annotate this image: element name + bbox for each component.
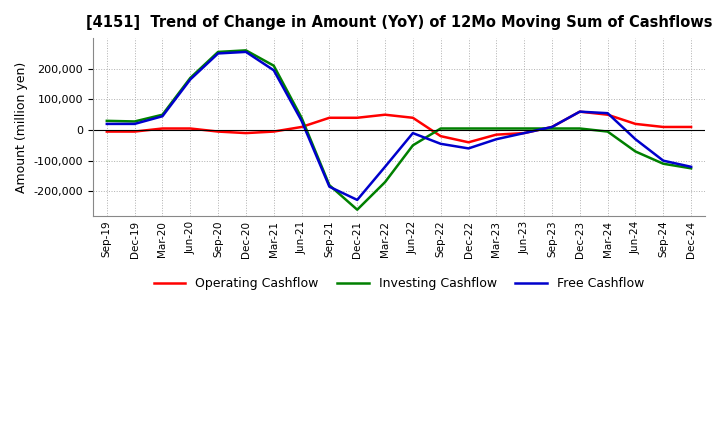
Y-axis label: Amount (million yen): Amount (million yen) <box>15 61 28 193</box>
Free Cashflow <box>269 68 278 73</box>
Free Cashflow <box>659 158 667 163</box>
Operating Cashflow <box>436 133 445 139</box>
Investing Cashflow <box>214 49 222 55</box>
Operating Cashflow <box>548 125 557 130</box>
Investing Cashflow <box>242 48 251 53</box>
Investing Cashflow <box>492 126 500 131</box>
Investing Cashflow <box>548 126 557 131</box>
Free Cashflow <box>520 130 528 136</box>
Investing Cashflow <box>631 149 640 154</box>
Operating Cashflow <box>186 126 194 131</box>
Legend: Operating Cashflow, Investing Cashflow, Free Cashflow: Operating Cashflow, Investing Cashflow, … <box>149 272 649 295</box>
Title: [4151]  Trend of Change in Amount (YoY) of 12Mo Moving Sum of Cashflows: [4151] Trend of Change in Amount (YoY) o… <box>86 15 712 30</box>
Investing Cashflow <box>269 63 278 68</box>
Operating Cashflow <box>297 125 306 130</box>
Investing Cashflow <box>687 166 696 171</box>
Investing Cashflow <box>659 161 667 166</box>
Investing Cashflow <box>102 118 111 124</box>
Operating Cashflow <box>631 121 640 127</box>
Free Cashflow <box>186 77 194 82</box>
Operating Cashflow <box>242 130 251 136</box>
Operating Cashflow <box>520 130 528 136</box>
Investing Cashflow <box>381 180 390 185</box>
Free Cashflow <box>687 164 696 169</box>
Operating Cashflow <box>659 125 667 130</box>
Operating Cashflow <box>353 115 361 121</box>
Operating Cashflow <box>102 129 111 134</box>
Investing Cashflow <box>297 115 306 121</box>
Operating Cashflow <box>492 132 500 137</box>
Free Cashflow <box>381 164 390 169</box>
Free Cashflow <box>242 49 251 55</box>
Free Cashflow <box>548 125 557 130</box>
Free Cashflow <box>464 146 473 151</box>
Investing Cashflow <box>408 143 417 148</box>
Investing Cashflow <box>603 129 612 134</box>
Operating Cashflow <box>325 115 333 121</box>
Operating Cashflow <box>408 115 417 121</box>
Investing Cashflow <box>520 126 528 131</box>
Operating Cashflow <box>575 109 584 114</box>
Free Cashflow <box>603 110 612 116</box>
Free Cashflow <box>325 184 333 189</box>
Operating Cashflow <box>687 125 696 130</box>
Operating Cashflow <box>130 129 139 134</box>
Operating Cashflow <box>464 139 473 145</box>
Operating Cashflow <box>381 112 390 117</box>
Line: Investing Cashflow: Investing Cashflow <box>107 50 691 210</box>
Investing Cashflow <box>130 119 139 124</box>
Free Cashflow <box>214 51 222 56</box>
Investing Cashflow <box>186 75 194 81</box>
Operating Cashflow <box>158 126 167 131</box>
Line: Operating Cashflow: Operating Cashflow <box>107 112 691 142</box>
Free Cashflow <box>492 136 500 142</box>
Investing Cashflow <box>575 126 584 131</box>
Investing Cashflow <box>158 112 167 117</box>
Free Cashflow <box>130 121 139 127</box>
Investing Cashflow <box>353 207 361 213</box>
Free Cashflow <box>158 114 167 119</box>
Free Cashflow <box>102 121 111 127</box>
Line: Free Cashflow: Free Cashflow <box>107 52 691 200</box>
Free Cashflow <box>631 136 640 142</box>
Free Cashflow <box>436 141 445 147</box>
Free Cashflow <box>575 109 584 114</box>
Operating Cashflow <box>214 129 222 134</box>
Operating Cashflow <box>603 112 612 117</box>
Investing Cashflow <box>436 126 445 131</box>
Free Cashflow <box>408 130 417 136</box>
Free Cashflow <box>297 118 306 124</box>
Investing Cashflow <box>325 183 333 188</box>
Investing Cashflow <box>464 126 473 131</box>
Free Cashflow <box>353 197 361 202</box>
Operating Cashflow <box>269 129 278 134</box>
